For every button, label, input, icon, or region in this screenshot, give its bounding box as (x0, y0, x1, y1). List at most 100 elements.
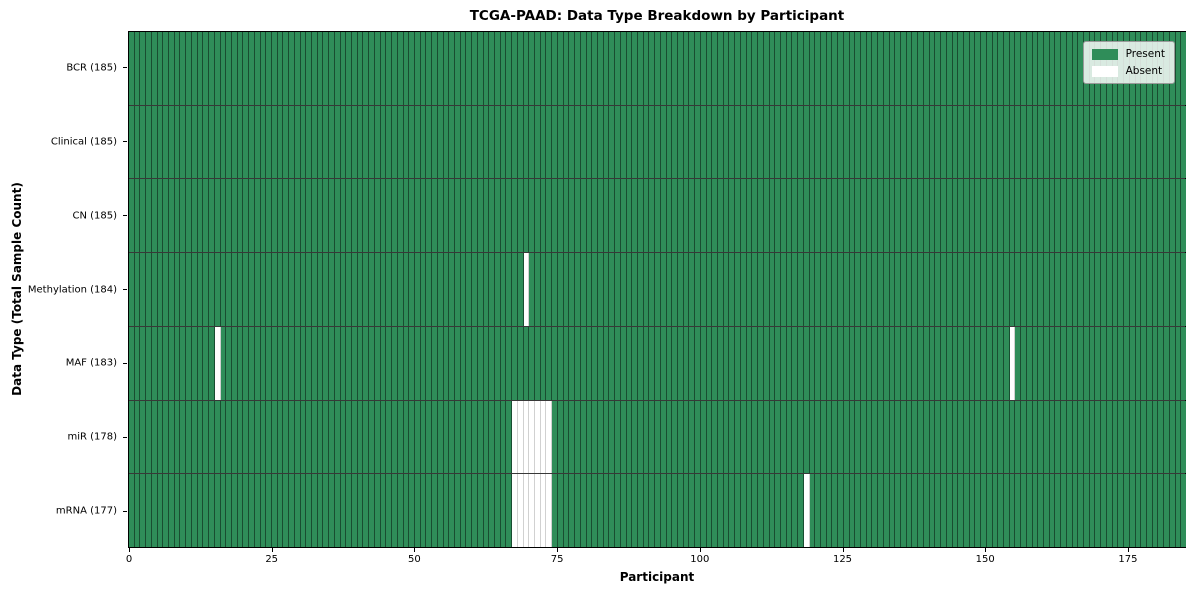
heatmap-cell-present (712, 179, 719, 253)
heatmap-cell-present (986, 32, 993, 105)
heatmap-cell-present (992, 400, 999, 474)
heatmap-cell-present (483, 253, 490, 326)
heatmap-cell-present (643, 32, 650, 105)
heatmap-cell-present (163, 474, 170, 548)
heatmap-cell-present (397, 326, 404, 400)
heatmap-cell-present (1146, 105, 1153, 179)
heatmap-cell-present (323, 253, 330, 326)
heatmap-cell-present (134, 253, 141, 326)
heatmap-cell-present (557, 400, 564, 474)
heatmap-cell-present (740, 400, 747, 474)
heatmap-cell-present (317, 179, 324, 253)
chart-title: TCGA-PAAD: Data Type Breakdown by Partic… (469, 8, 845, 24)
heatmap-cell-present (283, 105, 290, 179)
heatmap-cell-present (700, 474, 707, 548)
heatmap-cell-present (609, 105, 616, 179)
heatmap-cell-present (832, 474, 839, 548)
heatmap-cell-present (454, 400, 461, 474)
heatmap-cell-present (809, 400, 816, 474)
xtick-label-100: 100 (690, 554, 710, 565)
heatmap-cell-present (432, 105, 438, 179)
heatmap-cell-present (786, 179, 793, 253)
heatmap-cell-present (271, 253, 278, 326)
present-swatch (1091, 48, 1118, 60)
heatmap-cell-present (237, 32, 244, 105)
heatmap-cell-present (861, 400, 867, 474)
heatmap-cell-present (1084, 400, 1090, 474)
heatmap-cell-present (935, 474, 942, 548)
heatmap-cell-present (352, 400, 358, 474)
heatmap-cell-present (174, 105, 181, 179)
heatmap-cell-present (655, 474, 661, 548)
heatmap-cell-present (266, 105, 272, 179)
heatmap-cell-present (838, 474, 844, 548)
heatmap-cell-present (129, 474, 135, 548)
xtick-mark (129, 548, 130, 552)
heatmap-cell-present (140, 326, 147, 400)
heatmap-cell-present (151, 179, 158, 253)
heatmap-cell-present (763, 253, 770, 326)
xtick-mark (985, 548, 987, 552)
heatmap-cell-present (163, 32, 170, 105)
heatmap-cell-present (632, 326, 638, 400)
heatmap-cell-present (392, 105, 398, 179)
heatmap-cell-present (1032, 32, 1039, 105)
heatmap-cell-present (1135, 400, 1142, 474)
heatmap-cell-present (163, 179, 170, 253)
heatmap-cell-present (826, 32, 833, 105)
heatmap-cell-present (889, 253, 896, 326)
xtick-label-175: 175 (1118, 554, 1138, 565)
heatmap-cell-present (1078, 326, 1085, 400)
heatmap-cell-present (843, 474, 850, 548)
heatmap-cell-present (1089, 253, 1096, 326)
heatmap-cell-present (660, 474, 667, 548)
heatmap-cell-present (1146, 253, 1153, 326)
heatmap-cell-present (237, 400, 244, 474)
heatmap-cell-present (1015, 400, 1022, 474)
heatmap-cell-present (186, 400, 192, 474)
heatmap-cell-present (1044, 474, 1050, 548)
heatmap-cell-present (129, 400, 135, 474)
heatmap-cell-present (449, 474, 455, 548)
heatmap-cell-present (826, 326, 833, 400)
heatmap-cell-present (329, 179, 335, 253)
heatmap-cell-present (129, 253, 135, 326)
heatmap-cell-present (1049, 179, 1056, 253)
heatmap-cell-present (1066, 105, 1073, 179)
heatmap-cell-present (1026, 474, 1033, 548)
heatmap-cell-present (918, 32, 924, 105)
heatmap-cell-present (1049, 32, 1056, 105)
heatmap-cell-present (414, 179, 421, 253)
heatmap-cell-present (180, 326, 187, 400)
heatmap-cell-present (815, 474, 821, 548)
heatmap-cell-present (1089, 326, 1096, 400)
heatmap-cell-present (506, 105, 513, 179)
heatmap-cell-present (929, 326, 936, 400)
heatmap-cell-present (586, 179, 593, 253)
heatmap-cell-present (134, 326, 141, 400)
legend-label-present: Present (1125, 48, 1165, 60)
heatmap-cell-present (1055, 32, 1062, 105)
heatmap-cell-present (986, 179, 993, 253)
heatmap-cell-present (449, 253, 455, 326)
heatmap-cell-present (477, 253, 484, 326)
heatmap-cell-present (861, 105, 867, 179)
heatmap-cell-present (563, 32, 570, 105)
heatmap-cell-present (214, 32, 221, 105)
heatmap-cell-present (186, 179, 192, 253)
heatmap-cell-present (1009, 474, 1016, 548)
heatmap-cell-present (191, 326, 198, 400)
heatmap-cell-present (1095, 105, 1102, 179)
xtick-mark (699, 548, 701, 552)
heatmap-cell-present (220, 474, 227, 548)
heatmap-cell-present (294, 179, 301, 253)
ytick-mark (123, 510, 127, 512)
heatmap-cell-present (649, 326, 656, 400)
heatmap-cell-present (386, 253, 393, 326)
heatmap-cell-present (209, 326, 215, 400)
heatmap-cell-present (758, 32, 764, 105)
heatmap-cell-present (237, 179, 244, 253)
heatmap-cell-present (866, 32, 873, 105)
heatmap-cell-present (878, 474, 884, 548)
heatmap-cell-present (289, 32, 295, 105)
